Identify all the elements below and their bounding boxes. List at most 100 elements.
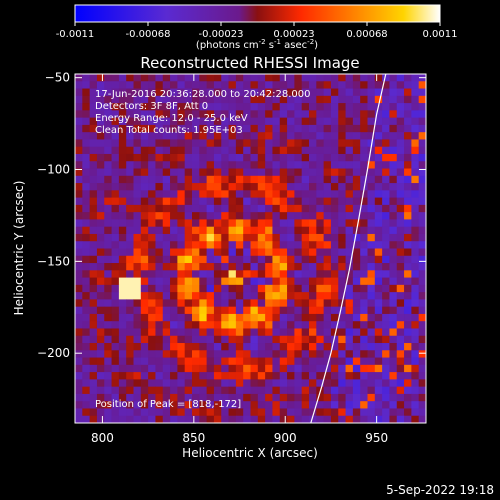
heatmap-cell: [184, 248, 193, 257]
heatmap-cell: [360, 255, 368, 264]
heatmap-cell: [287, 335, 295, 344]
heatmap-cell: [272, 95, 281, 104]
heatmap-cell: [184, 146, 193, 155]
heatmap-cell: [323, 255, 332, 264]
heatmap-cell: [82, 233, 91, 242]
heatmap-cell: [338, 241, 346, 249]
heatmap-cell: [382, 95, 390, 104]
heatmap-cell: [162, 241, 171, 249]
heatmap-cell: [389, 124, 398, 133]
heatmap-cell: [243, 183, 251, 191]
heatmap-cell: [162, 81, 171, 89]
heatmap-cell: [235, 190, 244, 198]
heatmap-cell: [213, 313, 222, 322]
heatmap-cell: [360, 146, 368, 155]
heatmap-cell: [265, 372, 273, 380]
heatmap-cell: [316, 364, 325, 373]
heatmap-cell: [89, 321, 98, 329]
heatmap-cell: [338, 350, 346, 358]
heatmap-cell: [111, 212, 120, 220]
heatmap-cell: [184, 350, 193, 358]
heatmap-cell: [96, 372, 105, 380]
heatmap-cell: [301, 328, 310, 337]
heatmap-cell: [330, 248, 339, 257]
heatmap-cell: [213, 277, 222, 286]
heatmap-cell: [404, 219, 412, 228]
heatmap-cell: [243, 110, 251, 119]
heatmap-cell: [418, 401, 426, 409]
heatmap-cell: [155, 204, 164, 213]
heatmap-cell: [330, 183, 339, 191]
heatmap-cell: [316, 88, 325, 97]
heatmap-cell: [221, 277, 229, 286]
heatmap-cell: [213, 255, 222, 264]
heatmap-cell: [104, 292, 112, 300]
heatmap-cell: [177, 233, 186, 242]
heatmap-cell: [140, 153, 149, 162]
heatmap-cell: [301, 350, 310, 358]
heatmap-cell: [140, 226, 149, 235]
heatmap-cell: [345, 248, 354, 257]
heatmap-cell: [126, 401, 134, 409]
heatmap-cell: [184, 313, 193, 322]
heatmap-cell: [360, 95, 368, 104]
heatmap-cell: [418, 306, 426, 315]
heatmap-cell: [389, 415, 398, 423]
heatmap-cell: [404, 270, 412, 278]
heatmap-cell: [162, 379, 171, 388]
heatmap-cell: [162, 183, 171, 191]
heatmap-cell: [250, 175, 259, 184]
heatmap-cell: [177, 74, 186, 82]
heatmap-cell: [396, 153, 405, 162]
heatmap-cell: [330, 364, 339, 373]
heatmap-cell: [389, 226, 398, 235]
heatmap-cell: [184, 292, 193, 300]
heatmap-cell: [352, 190, 361, 198]
heatmap-cell: [323, 183, 332, 191]
heatmap-cell: [309, 415, 317, 423]
heatmap-cell: [235, 117, 244, 126]
heatmap-cell: [382, 204, 390, 213]
heatmap-cell: [382, 386, 390, 395]
heatmap-cell: [367, 190, 376, 198]
heatmap-cell: [82, 197, 91, 206]
heatmap-cell: [279, 139, 288, 148]
heatmap-cell: [330, 299, 339, 308]
heatmap-cell: [301, 132, 310, 140]
heatmap-cell: [148, 74, 156, 82]
heatmap-cell: [367, 415, 376, 423]
heatmap-cell: [213, 357, 222, 366]
heatmap-cell: [228, 168, 237, 177]
heatmap-cell: [75, 408, 83, 417]
heatmap-cell: [360, 292, 368, 300]
heatmap-cell: [75, 379, 83, 388]
heatmap-cell: [265, 255, 273, 264]
heatmap-cell: [316, 117, 325, 126]
heatmap-cell: [418, 139, 426, 148]
heatmap-cell: [75, 161, 83, 169]
heatmap-cell: [265, 175, 273, 184]
heatmap-cell: [367, 183, 376, 191]
heatmap-cell: [367, 343, 376, 351]
heatmap-cell: [199, 393, 208, 402]
heatmap-cell: [301, 284, 310, 293]
heatmap-cell: [367, 248, 376, 257]
heatmap-cell: [199, 277, 208, 286]
heatmap-cell: [316, 321, 325, 329]
heatmap-cell: [382, 88, 390, 97]
heatmap-cell: [272, 146, 281, 155]
heatmap-cell: [360, 226, 368, 235]
heatmap-cell: [104, 74, 112, 82]
heatmap-cell: [111, 204, 120, 213]
heatmap-cell: [199, 357, 208, 366]
heatmap-cell: [133, 415, 142, 423]
heatmap-cell: [170, 277, 178, 286]
heatmap-cell: [75, 313, 83, 322]
heatmap-cell: [257, 153, 266, 162]
heatmap-cell: [287, 292, 295, 300]
heatmap-cell: [199, 386, 208, 395]
heatmap-cell: [309, 386, 317, 395]
heatmap-cell: [360, 270, 368, 278]
heatmap-cell: [104, 197, 112, 206]
heatmap-cell: [235, 321, 244, 329]
